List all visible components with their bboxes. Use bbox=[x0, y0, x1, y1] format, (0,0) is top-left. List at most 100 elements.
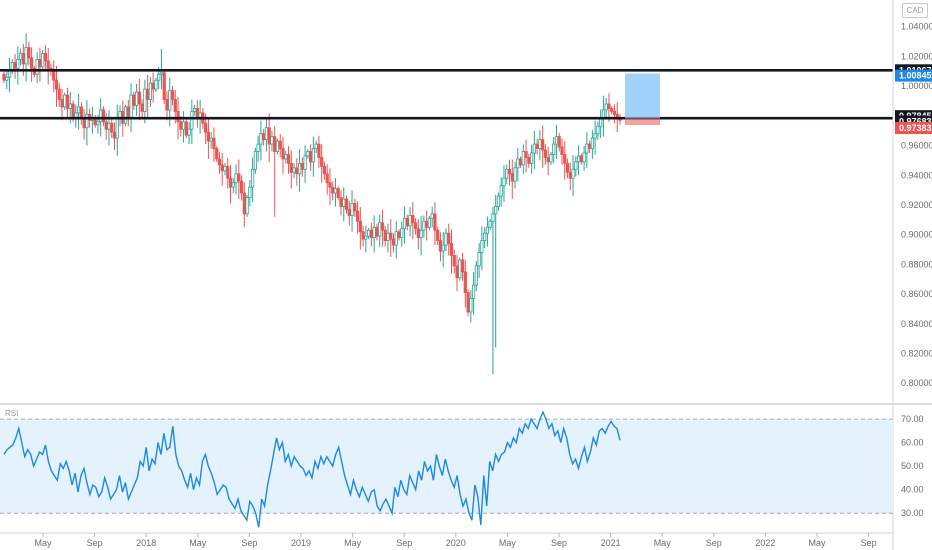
candle-body bbox=[413, 222, 418, 230]
candle-body bbox=[391, 238, 396, 246]
candle-body bbox=[367, 229, 371, 237]
candle-layer bbox=[2, 33, 622, 375]
candle-body bbox=[568, 171, 572, 179]
candle-body bbox=[441, 244, 445, 252]
candle-body bbox=[518, 158, 523, 166]
price-pane bbox=[0, 33, 893, 375]
candle-body bbox=[438, 240, 443, 252]
candle-body bbox=[187, 128, 191, 136]
candle-body bbox=[612, 110, 617, 115]
candle-body bbox=[471, 284, 476, 299]
price-tick-label: 0.96000 bbox=[901, 141, 932, 151]
candle-body bbox=[322, 165, 327, 175]
candle-body bbox=[383, 229, 387, 242]
time-axis: May Sep 2018 May Sep 2019 May Sep 2020 May Sep 2021… bbox=[34, 533, 877, 548]
candle-body bbox=[281, 148, 285, 160]
rsi-tick-label: 40.00 bbox=[901, 485, 924, 495]
candle-body bbox=[444, 232, 448, 246]
candle-body bbox=[325, 173, 329, 184]
candle-body bbox=[226, 165, 230, 179]
candle-body bbox=[571, 168, 575, 179]
candle-body bbox=[264, 127, 269, 141]
candle-body bbox=[588, 143, 592, 149]
candle-body bbox=[375, 226, 379, 237]
candle-body bbox=[57, 88, 61, 100]
candle-body bbox=[181, 121, 186, 130]
candle-body bbox=[389, 232, 393, 240]
candle-body bbox=[411, 214, 415, 224]
candle-body bbox=[209, 137, 213, 142]
candle-body bbox=[217, 158, 222, 166]
price-tick-label: 1.06000 bbox=[901, 0, 932, 2]
candle-body bbox=[237, 173, 241, 182]
candle-body bbox=[460, 259, 465, 273]
price-tick-label: 1.04000 bbox=[901, 22, 932, 32]
time-tick-label: May bbox=[654, 538, 672, 548]
candle-body bbox=[140, 103, 144, 112]
candle-body bbox=[137, 91, 141, 105]
candle-body bbox=[353, 203, 357, 212]
candle-body bbox=[521, 151, 525, 166]
candle-body bbox=[350, 203, 354, 216]
rsi-pane bbox=[0, 410, 893, 528]
time-tick-label: 2020 bbox=[446, 538, 466, 548]
candle-body bbox=[126, 106, 130, 118]
candle-body bbox=[469, 298, 473, 313]
candle-body bbox=[173, 99, 177, 112]
time-tick-label: Sep bbox=[396, 538, 412, 548]
candle-body bbox=[505, 168, 509, 179]
candle-body bbox=[16, 59, 20, 69]
candle-body bbox=[76, 106, 81, 114]
rsi-indicator-label[interactable]: RSI bbox=[5, 409, 19, 418]
time-tick-label: May bbox=[344, 538, 362, 548]
candle-body bbox=[63, 94, 67, 108]
candle-body bbox=[60, 99, 64, 108]
rsi-tick-label: 30.00 bbox=[901, 508, 924, 518]
candle-body bbox=[24, 47, 28, 65]
candle-body bbox=[275, 140, 280, 152]
rsi-tick-label: 60.00 bbox=[901, 438, 924, 448]
candle-body bbox=[195, 108, 199, 118]
candle-body bbox=[262, 133, 266, 141]
candle-body bbox=[546, 157, 550, 163]
price-tag-label: 1.00845 bbox=[899, 71, 932, 81]
candle-body bbox=[494, 206, 498, 215]
rsi-line bbox=[3, 410, 621, 528]
time-tick-label: May bbox=[189, 538, 207, 548]
candle-body bbox=[485, 226, 490, 234]
price-tag-bg bbox=[895, 69, 932, 82]
time-tick-label: Sep bbox=[87, 538, 103, 548]
candle-body bbox=[419, 229, 423, 239]
candle-body bbox=[134, 91, 139, 106]
candle-body bbox=[344, 198, 349, 210]
candle-body bbox=[251, 168, 255, 188]
candle-body bbox=[193, 108, 197, 112]
candle-body bbox=[596, 125, 600, 135]
candle-body bbox=[239, 180, 244, 194]
time-tick-label: Sep bbox=[706, 538, 722, 548]
candle-body bbox=[234, 173, 238, 184]
price-tick-label: 0.84000 bbox=[901, 319, 932, 329]
candle-body bbox=[507, 168, 512, 175]
stop-zone bbox=[625, 118, 660, 126]
candle-body bbox=[154, 79, 158, 90]
candle-body bbox=[13, 61, 17, 69]
candle-body bbox=[245, 197, 249, 215]
candle-body bbox=[502, 177, 506, 187]
candle-body bbox=[289, 162, 293, 173]
candle-body bbox=[530, 152, 534, 164]
candle-body bbox=[231, 182, 235, 188]
candle-body bbox=[455, 265, 459, 279]
candle-body bbox=[342, 198, 346, 207]
candle-body bbox=[223, 165, 227, 172]
candle-body bbox=[284, 154, 288, 160]
candle-body bbox=[563, 154, 567, 164]
candle-body bbox=[5, 76, 9, 81]
candle-body bbox=[2, 73, 6, 81]
currency-badge[interactable]: CAD bbox=[902, 3, 928, 18]
candle-body bbox=[309, 151, 313, 163]
candle-body bbox=[101, 109, 106, 123]
candle-body bbox=[148, 82, 153, 100]
time-tick-label: Sep bbox=[861, 538, 877, 548]
candle-body bbox=[582, 152, 586, 163]
